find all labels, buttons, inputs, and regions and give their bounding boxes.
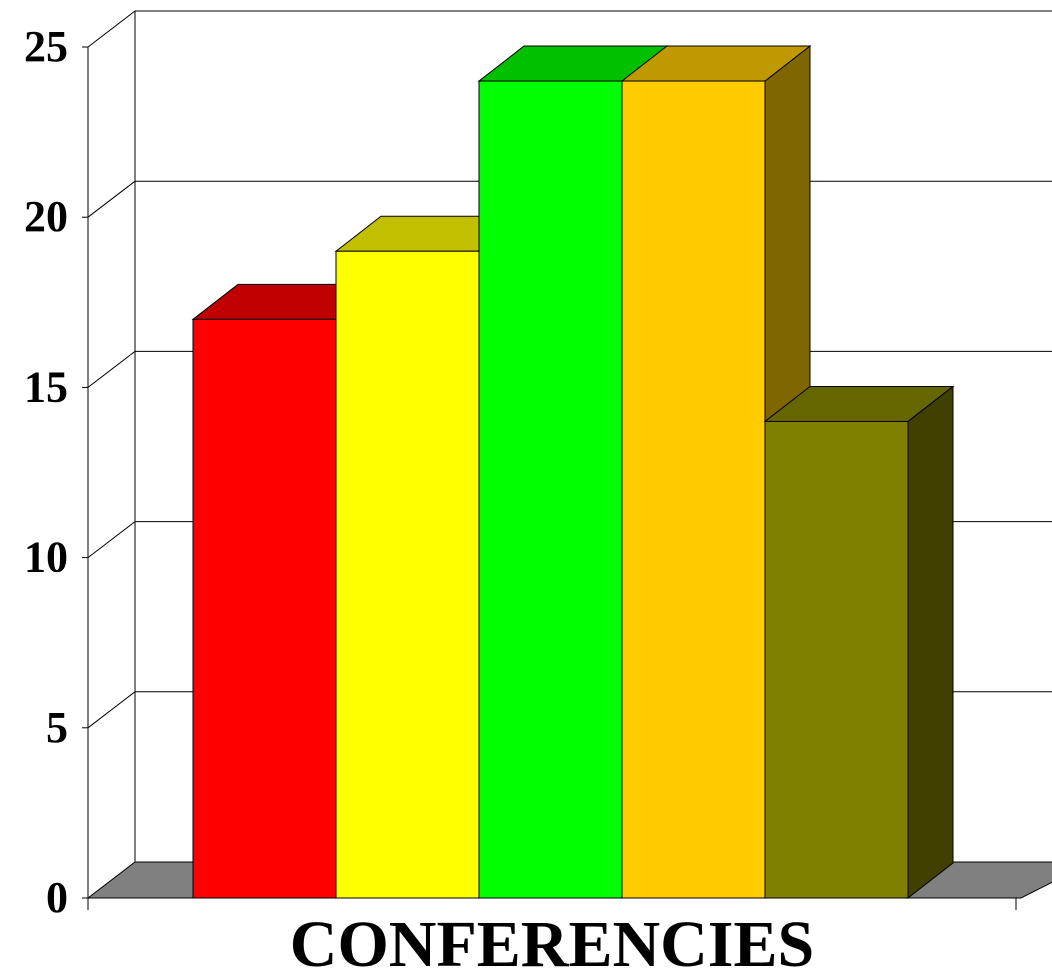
- chart-bars: [191, 45, 955, 900]
- side-gridline: [87, 180, 136, 218]
- bar-series-4: [621, 80, 766, 899]
- side-gridline: [87, 521, 136, 558]
- y-tick-label: 15: [24, 362, 68, 411]
- x-axis-category-labels: CONFERENCIES: [290, 908, 814, 978]
- y-tick-label: 25: [24, 22, 68, 71]
- side-gridline: [87, 691, 136, 729]
- bar-series-1: [192, 318, 337, 899]
- bar-series-2: [335, 250, 480, 899]
- side-gridline: [87, 351, 136, 388]
- x-category-label: CONFERENCIES: [290, 908, 814, 973]
- y-tick-label: 10: [24, 533, 68, 582]
- y-tick-label: 5: [46, 703, 68, 752]
- y-axis-tick-labels: 0 5 10 15 20 25: [24, 22, 68, 922]
- bar-series-3: [478, 80, 623, 899]
- y-tick-label: 20: [24, 192, 68, 241]
- y-tick-label: 0: [46, 873, 68, 922]
- bar-side-series-5: [907, 385, 954, 900]
- side-gridline: [87, 10, 136, 48]
- chart-walls: [134, 10, 1052, 862]
- bar-series-5: [764, 420, 909, 899]
